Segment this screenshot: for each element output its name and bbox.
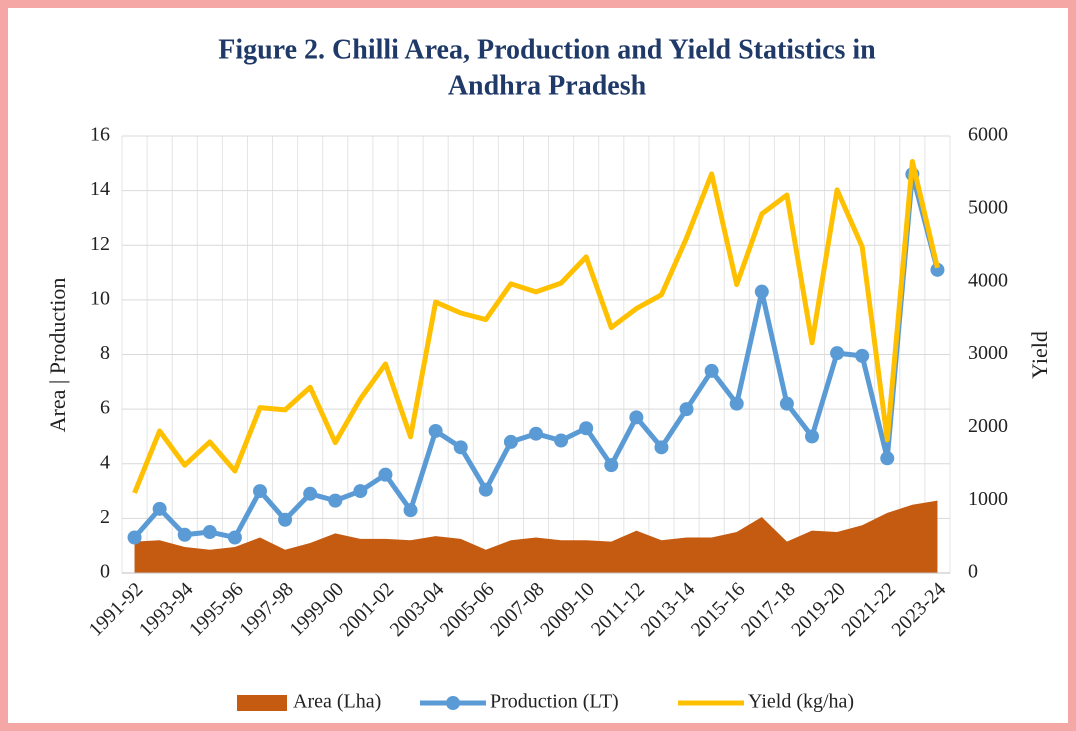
legend-swatch — [237, 695, 287, 711]
marker — [453, 440, 468, 455]
marker — [654, 440, 669, 455]
y2-axis-label: Yield — [1027, 331, 1052, 379]
marker — [880, 451, 895, 466]
y-tick-label: 8 — [100, 342, 110, 364]
marker — [704, 363, 719, 378]
y2-tick-label: 3000 — [968, 342, 1008, 364]
marker — [428, 423, 443, 438]
marker — [202, 525, 217, 540]
y2-tick-label: 1000 — [968, 488, 1008, 510]
marker — [253, 484, 267, 499]
marker — [127, 530, 142, 545]
legend-label: Area (Lha) — [293, 691, 381, 713]
chart-title: Figure 2. Chilli Area, Production and Yi… — [218, 34, 876, 65]
chart-title: Andhra Pradesh — [448, 70, 647, 101]
marker — [378, 467, 393, 482]
marker — [554, 433, 569, 448]
marker — [930, 262, 945, 277]
marker — [779, 396, 794, 411]
marker — [177, 527, 192, 542]
marker — [152, 501, 167, 516]
marker — [478, 482, 493, 497]
marker — [855, 348, 870, 363]
marker — [729, 396, 744, 411]
y-tick-label: 12 — [90, 233, 110, 255]
y-tick-label: 10 — [90, 287, 110, 309]
y-axis-label: Area | Production — [45, 278, 70, 433]
marker — [754, 284, 769, 299]
marker — [830, 346, 845, 361]
legend-marker — [446, 696, 460, 710]
y2-tick-label: 5000 — [968, 196, 1008, 218]
marker — [629, 410, 644, 425]
marker — [503, 434, 518, 449]
y-tick-label: 6 — [100, 397, 110, 419]
marker — [278, 512, 293, 527]
y-tick-label: 2 — [100, 506, 110, 528]
legend-label: Production (LT) — [490, 691, 619, 713]
y-tick-label: 16 — [90, 124, 110, 146]
area — [134, 500, 938, 573]
marker — [679, 402, 694, 417]
y-tick-label: 14 — [90, 178, 110, 200]
y-tick-label: 4 — [100, 451, 110, 473]
marker — [227, 530, 242, 545]
legend-label: Yield (kg/ha) — [748, 691, 854, 713]
marker — [403, 503, 418, 518]
marker — [303, 486, 318, 501]
y2-tick-label: 4000 — [968, 269, 1008, 291]
marker — [579, 421, 594, 436]
y2-tick-label: 2000 — [968, 415, 1008, 437]
y-tick-label: 0 — [100, 561, 110, 583]
y2-tick-label: 6000 — [968, 124, 1008, 146]
marker — [353, 484, 368, 499]
line — [132, 158, 940, 494]
marker — [604, 458, 619, 473]
marker — [805, 429, 819, 444]
marker — [529, 426, 543, 441]
marker — [328, 493, 343, 508]
chart-background — [8, 8, 1068, 723]
y2-tick-label: 0 — [968, 561, 978, 583]
